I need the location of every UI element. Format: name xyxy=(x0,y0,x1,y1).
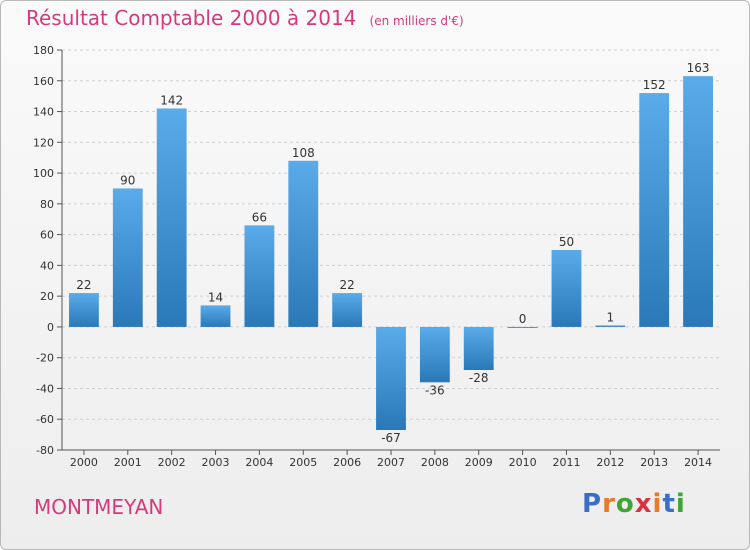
y-tick-label: 40 xyxy=(40,259,54,272)
bar-2002 xyxy=(156,108,187,327)
y-tick-label: -40 xyxy=(36,382,54,395)
bar-2006 xyxy=(332,293,363,327)
data-label: -36 xyxy=(425,383,445,397)
logo-letter: i xyxy=(652,489,663,519)
data-label: -67 xyxy=(381,431,401,445)
data-label: 163 xyxy=(687,61,710,75)
logo-letter: t xyxy=(662,489,676,519)
x-tick-label: 2013 xyxy=(640,456,668,469)
logo-letter: x xyxy=(634,489,653,519)
bar-2012 xyxy=(595,325,626,327)
x-tick-label: 2001 xyxy=(114,456,142,469)
logo-letter: r xyxy=(602,489,616,519)
x-tick-label: 2000 xyxy=(70,456,98,469)
data-label: 22 xyxy=(339,278,354,292)
x-tick-label: 2014 xyxy=(684,456,712,469)
x-tick-label: 2005 xyxy=(289,456,317,469)
commune-name: MONTMEYAN xyxy=(34,495,164,519)
y-tick-label: 180 xyxy=(33,44,54,57)
data-labels: 22 90 142 14 66 108 22 -67 -36 -28 0 50 1 152 163 xyxy=(76,61,709,445)
axes: -80-60-40-200204060801001201401601802000… xyxy=(33,44,720,469)
data-label: 90 xyxy=(120,173,135,187)
data-label: 14 xyxy=(208,290,223,304)
y-tick-label: -20 xyxy=(36,352,54,365)
y-tick-label: 160 xyxy=(33,75,54,88)
x-tick-label: 2007 xyxy=(377,456,405,469)
data-label: 0 xyxy=(519,312,527,326)
bar-2004 xyxy=(244,225,275,327)
x-tick-label: 2006 xyxy=(333,456,361,469)
bars xyxy=(69,76,713,430)
data-label: 50 xyxy=(559,235,574,249)
logo-letter: i xyxy=(675,489,686,519)
chart-title: Résultat Comptable 2000 à 2014 xyxy=(26,6,357,30)
x-tick-label: 2010 xyxy=(509,456,537,469)
x-tick-label: 2004 xyxy=(245,456,273,469)
data-label: -28 xyxy=(469,371,489,385)
y-tick-label: 80 xyxy=(40,198,54,211)
y-tick-label: -60 xyxy=(36,413,54,426)
bar-2014 xyxy=(683,76,713,327)
bar-2000 xyxy=(69,293,99,327)
y-tick-label: 20 xyxy=(40,290,54,303)
y-tick-label: 140 xyxy=(33,106,54,119)
data-label: 152 xyxy=(643,78,666,92)
x-tick-label: 2009 xyxy=(465,456,493,469)
x-tick-label: 2012 xyxy=(596,456,624,469)
data-label: 66 xyxy=(252,210,267,224)
bar-2001 xyxy=(112,188,143,327)
bar-2008 xyxy=(419,326,450,383)
x-tick-label: 2002 xyxy=(158,456,186,469)
chart-title-row: Résultat Comptable 2000 à 2014 (en milli… xyxy=(26,6,464,36)
chart-unit: (en milliers d'€) xyxy=(369,14,464,28)
bar-2009 xyxy=(463,326,494,370)
x-tick-label: 2003 xyxy=(202,456,230,469)
x-tick-label: 2011 xyxy=(552,456,580,469)
y-tick-label: 100 xyxy=(33,167,54,180)
x-tick-label: 2008 xyxy=(421,456,449,469)
data-label: 142 xyxy=(160,93,183,107)
proxiti-logo: Proxiti xyxy=(582,489,686,519)
bar-2010 xyxy=(507,326,538,328)
logo-letter: o xyxy=(615,489,635,519)
data-label: 22 xyxy=(76,278,91,292)
y-tick-label: 60 xyxy=(40,229,54,242)
bar-2011 xyxy=(551,250,582,327)
y-tick-label: -80 xyxy=(36,444,54,457)
data-label: 1 xyxy=(607,310,615,324)
bar-2007 xyxy=(376,326,406,430)
bar-2005 xyxy=(288,160,319,327)
bar-2013 xyxy=(639,93,670,327)
y-tick-label: 0 xyxy=(47,321,54,334)
y-tick-label: 120 xyxy=(33,136,54,149)
logo-letter: P xyxy=(582,489,603,519)
bar-2003 xyxy=(200,305,231,327)
data-label: 108 xyxy=(292,146,315,160)
